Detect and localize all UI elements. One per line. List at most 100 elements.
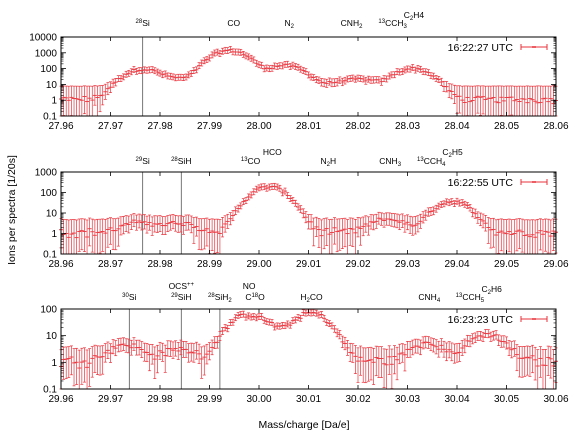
data-point bbox=[340, 335, 345, 349]
x-tick-label: 28.99 bbox=[197, 259, 222, 270]
data-point bbox=[272, 182, 277, 190]
data-point bbox=[408, 340, 413, 358]
data-point bbox=[366, 216, 371, 236]
data-point bbox=[501, 335, 506, 348]
x-axis-label: Mass/charge [Da/e] bbox=[258, 419, 349, 431]
data-point bbox=[496, 218, 501, 254]
ion-label: NO bbox=[243, 281, 256, 291]
data-point bbox=[533, 85, 538, 117]
data-point bbox=[499, 218, 504, 252]
data-point bbox=[251, 188, 256, 196]
data-point bbox=[105, 341, 110, 359]
x-tick-label: 29.03 bbox=[395, 259, 420, 270]
ion-label: 28SiH2 bbox=[208, 292, 232, 304]
data-point bbox=[72, 348, 77, 387]
data-point bbox=[158, 69, 162, 77]
x-tick-label: 27.99 bbox=[197, 121, 222, 132]
data-point bbox=[228, 212, 233, 226]
data-point bbox=[428, 207, 433, 216]
x-tick-label: 29.96 bbox=[48, 394, 73, 405]
data-point bbox=[382, 348, 387, 388]
y-tick-label: 0.1 bbox=[43, 112, 57, 123]
data-point bbox=[363, 215, 368, 233]
data-point bbox=[530, 344, 535, 374]
data-point bbox=[139, 341, 144, 358]
data-point bbox=[535, 349, 540, 390]
data-point bbox=[361, 347, 366, 383]
data-point bbox=[262, 316, 267, 324]
data-point bbox=[455, 343, 459, 363]
data-point bbox=[176, 342, 181, 360]
data-point bbox=[540, 348, 545, 390]
data-point bbox=[314, 216, 319, 237]
data-point bbox=[131, 213, 136, 228]
data-point bbox=[168, 214, 173, 231]
data-point bbox=[376, 211, 381, 225]
data-point bbox=[246, 53, 251, 61]
data-point bbox=[285, 60, 290, 68]
data-point bbox=[418, 65, 423, 73]
data-point bbox=[275, 63, 280, 70]
data-point bbox=[131, 337, 136, 351]
data-point bbox=[389, 348, 394, 389]
data-point bbox=[126, 215, 131, 234]
data-point bbox=[434, 204, 439, 213]
data-point bbox=[465, 202, 470, 209]
data-point bbox=[444, 198, 449, 206]
data-point bbox=[178, 339, 183, 356]
data-point bbox=[296, 314, 301, 321]
data-point bbox=[150, 216, 155, 236]
data-point bbox=[90, 346, 95, 378]
data-point bbox=[301, 67, 306, 74]
data-point bbox=[217, 331, 222, 341]
data-point bbox=[452, 343, 457, 364]
data-point bbox=[181, 74, 186, 82]
data-point bbox=[137, 339, 142, 356]
x-tick-label: 29.97 bbox=[98, 394, 123, 405]
data-point bbox=[69, 345, 74, 376]
data-point bbox=[371, 347, 376, 385]
x-tick-label: 29.00 bbox=[246, 259, 271, 270]
data-point bbox=[496, 334, 501, 346]
ion-label: 13CO bbox=[241, 156, 261, 166]
data-point bbox=[306, 71, 311, 79]
data-point bbox=[520, 218, 525, 253]
data-point bbox=[431, 338, 436, 353]
data-point bbox=[243, 197, 248, 204]
data-point bbox=[314, 76, 319, 84]
data-point bbox=[186, 71, 191, 79]
data-point bbox=[293, 199, 298, 207]
data-point bbox=[79, 85, 84, 117]
data-point bbox=[426, 207, 431, 217]
data-point bbox=[400, 213, 405, 228]
data-point bbox=[301, 208, 306, 219]
data-point bbox=[376, 346, 381, 378]
data-point bbox=[332, 217, 337, 245]
data-point bbox=[311, 217, 316, 247]
ion-label: C18O bbox=[245, 292, 265, 302]
data-point bbox=[87, 348, 92, 387]
data-point bbox=[189, 342, 194, 362]
data-point bbox=[66, 85, 71, 117]
data-point bbox=[296, 203, 301, 211]
data-point bbox=[309, 73, 314, 81]
data-point bbox=[124, 338, 129, 353]
data-point bbox=[191, 217, 196, 244]
data-point bbox=[204, 217, 209, 247]
data-point bbox=[243, 313, 248, 321]
data-point bbox=[509, 219, 514, 255]
data-point bbox=[363, 77, 368, 85]
data-point bbox=[241, 50, 246, 58]
data-point bbox=[397, 343, 402, 365]
data-point bbox=[87, 85, 92, 117]
data-point bbox=[342, 217, 347, 248]
data-point bbox=[79, 218, 84, 251]
data-point bbox=[160, 216, 165, 235]
data-point bbox=[207, 342, 212, 361]
data-point bbox=[139, 67, 144, 75]
data-point bbox=[337, 218, 342, 251]
data-point bbox=[392, 213, 397, 228]
y-tick-label: 10 bbox=[46, 209, 58, 220]
data-point bbox=[264, 318, 269, 325]
data-point bbox=[408, 65, 413, 73]
